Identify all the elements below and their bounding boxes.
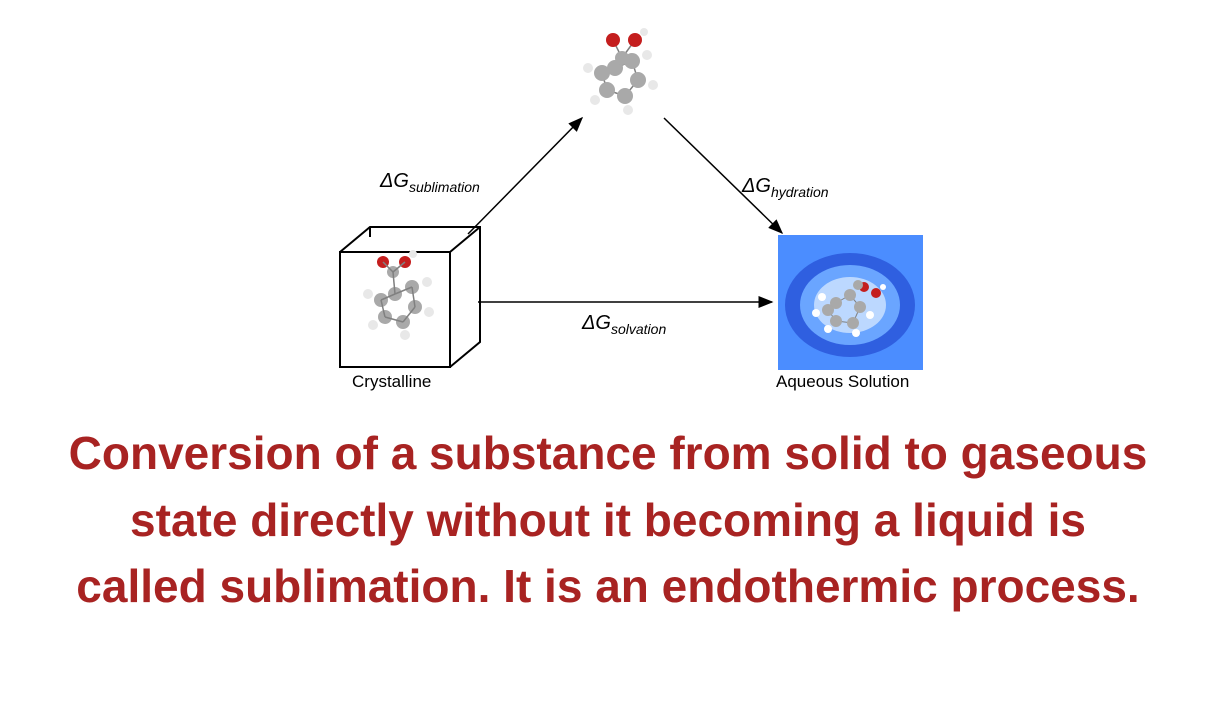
sublimation-label: ΔGsublimation	[380, 170, 480, 195]
aqueous-solution-box	[778, 235, 923, 370]
edge-sublimation	[468, 118, 582, 234]
delta-g-text: ΔG	[582, 312, 611, 334]
crystalline-molecule-icon	[363, 250, 434, 340]
gas-molecule-icon	[575, 18, 675, 118]
solvation-label: ΔGsolvation	[582, 312, 666, 337]
hydration-sub: hydration	[771, 184, 829, 200]
sublimation-sub: sublimation	[409, 179, 480, 195]
thermodynamic-cycle-diagram: Crystalline	[0, 0, 1216, 400]
crystalline-label: Crystalline	[352, 372, 431, 392]
caption-text: Conversion of a substance from solid to …	[0, 420, 1216, 620]
aqueous-label: Aqueous Solution	[776, 372, 909, 392]
hydration-label: ΔGhydration	[742, 175, 829, 200]
crystalline-cube	[335, 222, 485, 377]
delta-g-text: ΔG	[742, 175, 771, 197]
delta-g-text: ΔG	[380, 170, 409, 192]
solvation-sub: solvation	[611, 321, 666, 337]
